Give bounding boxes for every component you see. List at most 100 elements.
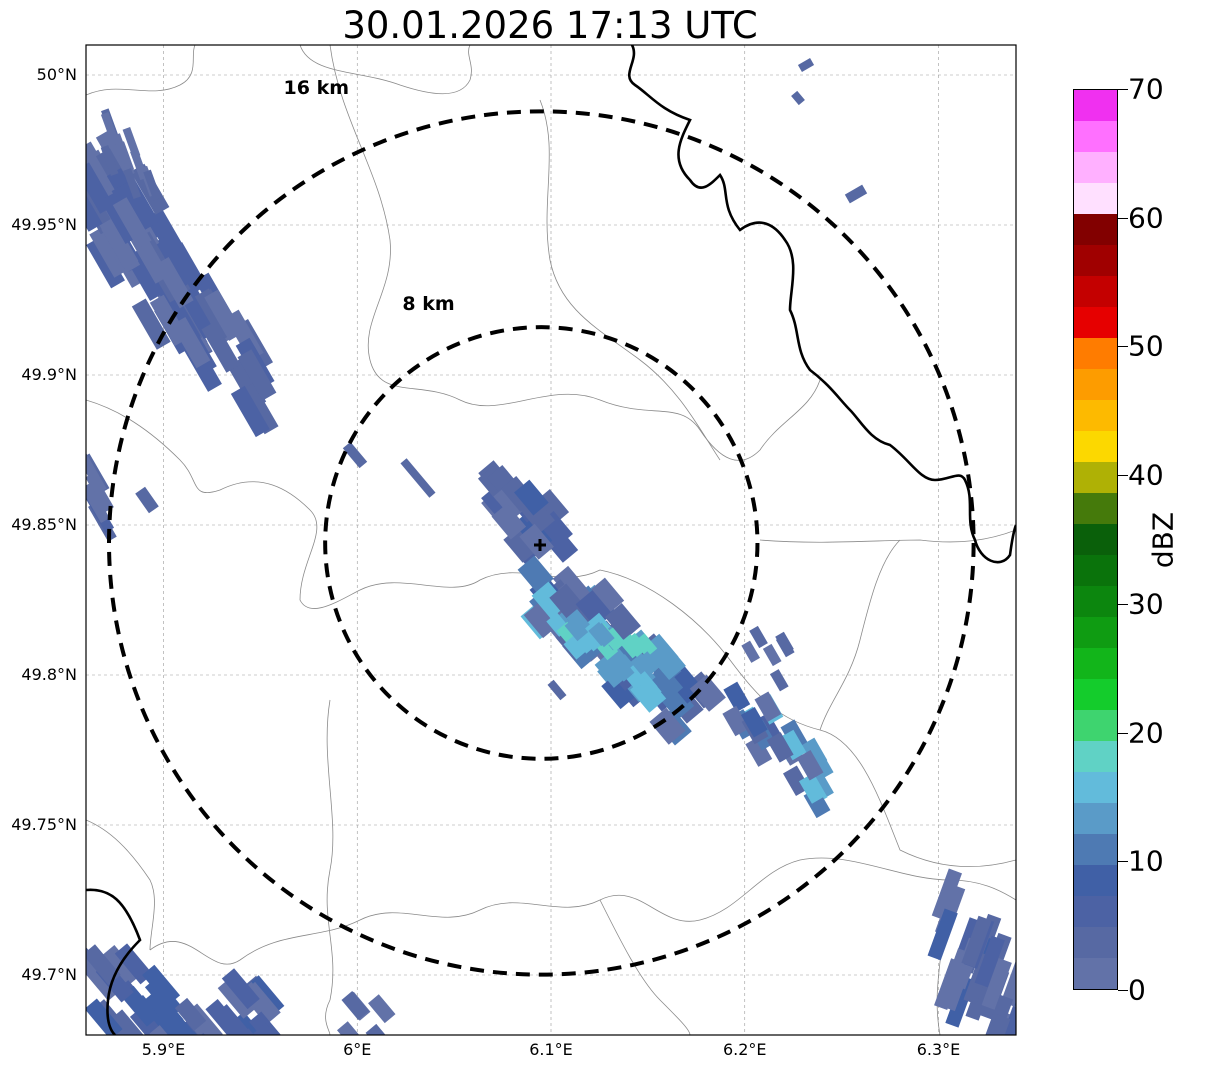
echo-cell: [689, 674, 726, 712]
colorbar-tick: [1118, 475, 1128, 477]
colorbar-tick: [1118, 603, 1128, 605]
colorbar-tick-label: 50: [1128, 329, 1164, 363]
admin-boundary: [86, 399, 1016, 867]
admin-boundary: [539, 99, 721, 461]
colorbar-segment: [1074, 555, 1117, 586]
colorbar-tick: [1118, 89, 1128, 90]
echo-cell: [122, 127, 141, 158]
admin-boundary: [299, 45, 472, 95]
admin-boundary: [149, 857, 1016, 965]
echo-cell: [1000, 954, 1016, 1007]
colorbar-segment: [1074, 462, 1117, 493]
echo-cell: [754, 691, 782, 722]
colorbar-segment: [1074, 617, 1117, 648]
echo-cell: [604, 603, 642, 641]
echo-cell: [86, 998, 123, 1035]
colorbar-segment: [1074, 896, 1117, 927]
echo-cell: [89, 226, 129, 278]
echo-cell: [980, 1014, 1011, 1035]
echo-cell: [100, 112, 119, 143]
echo-cell: [996, 1006, 1016, 1035]
range-ring: [323, 325, 760, 761]
colorbar-segment: [1074, 524, 1117, 555]
colorbar: [1073, 89, 1118, 990]
echo-cell: [154, 256, 194, 309]
colorbar-segment: [1074, 400, 1117, 431]
colorbar-segment: [1074, 90, 1117, 121]
echo-cell: [95, 129, 135, 181]
colorbar-segment: [1074, 648, 1117, 679]
map-frame: [85, 44, 1017, 1036]
echo-cell: [86, 483, 110, 523]
admin-boundary: [86, 819, 155, 951]
colorbar-tick-label: 70: [1128, 72, 1164, 106]
colorbar-segment: [1074, 431, 1117, 462]
lat-tick-label: 50°N: [36, 65, 77, 84]
range-ring-label: 8 km: [402, 293, 455, 316]
echo-cell: [217, 977, 256, 1019]
echo-cell: [566, 609, 590, 634]
echo-cell: [523, 601, 560, 639]
echo-cell: [800, 737, 828, 769]
echo-cell: [745, 736, 773, 767]
echo-cell: [547, 679, 567, 701]
echo-cell: [342, 441, 368, 469]
echo-cell: [86, 182, 115, 235]
colorbar-segment: [1074, 958, 1117, 989]
colorbar-segment: [1074, 338, 1117, 369]
echo-cell: [740, 706, 768, 738]
echo-cell: [927, 908, 958, 961]
echo-cell: [143, 169, 162, 201]
admin-boundary: [759, 529, 1016, 543]
lat-tick-label: 49.8°N: [21, 665, 77, 684]
lat-tick-label: 49.9°N: [21, 365, 77, 384]
range-rings: [107, 109, 976, 977]
echo-cell: [210, 1042, 248, 1069]
echo-cell: [121, 985, 160, 1027]
colorbar-tick: [1118, 861, 1128, 863]
echo-cell: [649, 707, 686, 745]
echo-cell: [142, 964, 181, 1006]
colorbar-tick: [1118, 217, 1128, 219]
echo-cell: [514, 479, 549, 516]
echo-cell: [798, 773, 826, 804]
colorbar-unit: dBZ: [1146, 511, 1180, 569]
echo-cell: [230, 385, 270, 438]
colorbar-tick-label: 60: [1128, 201, 1164, 235]
lon-tick-label: 6.2°E: [722, 1040, 767, 1059]
lon-tick-label: 6.3°E: [916, 1040, 961, 1059]
echo-cell: [135, 486, 159, 514]
colorbar-segment: [1074, 865, 1117, 896]
admin-boundary: [819, 539, 901, 731]
echo-cell: [762, 643, 782, 667]
colorbar-segment: [1074, 586, 1117, 617]
echo-cell: [722, 705, 750, 737]
echo-cell: [237, 349, 277, 401]
echo-cell: [120, 178, 160, 230]
echo-cell: [741, 640, 760, 663]
echo-cell: [400, 458, 436, 498]
echo-cell: [844, 184, 868, 204]
range-ring: [107, 109, 976, 977]
colorbar-segment: [1074, 679, 1117, 710]
echo-cell: [123, 168, 142, 200]
echo-cell: [595, 655, 620, 680]
echo-cell: [194, 1020, 233, 1035]
echo-cell: [749, 625, 768, 649]
echo-cell: [624, 632, 648, 658]
colorbar-tick-label: 30: [1128, 587, 1164, 621]
echo-cell: [201, 321, 241, 373]
admin-boundary: [329, 45, 821, 461]
echo-cell: [591, 622, 615, 648]
echo-cell: [563, 635, 588, 660]
admin-boundary: [325, 699, 334, 1035]
country-border: [86, 888, 142, 1035]
colorbar-segment: [1074, 245, 1117, 276]
echo-cell: [981, 958, 1012, 1010]
echo-cell: [931, 868, 962, 921]
echo-cell: [636, 651, 661, 676]
lat-tick-label: 49.85°N: [11, 515, 77, 534]
echo-cell: [796, 749, 824, 781]
colorbar-segment: [1074, 214, 1117, 245]
